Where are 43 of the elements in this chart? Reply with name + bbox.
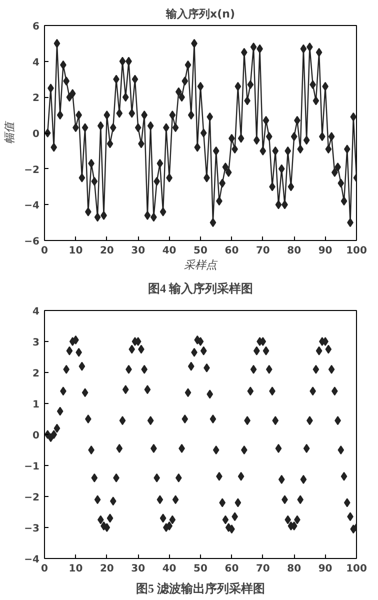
x-tick-label: 80 — [287, 246, 302, 256]
y-tick-label: 2 — [32, 93, 40, 104]
x-tick-label: 10 — [68, 564, 83, 574]
x-tick-label: 50 — [194, 246, 208, 256]
x-tick-label: 20 — [100, 246, 114, 256]
x-tick-label: 100 — [346, 564, 367, 574]
y-tick-label: −4 — [24, 200, 40, 212]
x-tick-label: 10 — [68, 246, 83, 256]
y-tick-label: 6 — [32, 22, 40, 32]
x-tick-label: 60 — [224, 246, 239, 256]
x-tick-label: 60 — [224, 564, 239, 574]
x-tick-label: 80 — [287, 564, 302, 574]
x-tick-label: 30 — [131, 246, 146, 256]
x-axis-title: 采样点 — [184, 258, 218, 272]
y-tick-label: 4 — [32, 306, 40, 318]
x-tick-label: 90 — [318, 246, 332, 256]
x-tick-label: 0 — [41, 564, 48, 574]
y-tick-label: 3 — [32, 338, 40, 348]
x-tick-label: 70 — [256, 246, 270, 256]
y-tick-label: −4 — [24, 554, 40, 566]
y-tick-label: 2 — [32, 368, 40, 380]
y-tick-label: 4 — [32, 57, 40, 68]
caption: 图5 滤波输出序列采样图 — [136, 582, 265, 596]
x-tick-label: 40 — [162, 564, 176, 574]
x-tick-label: 100 — [346, 246, 367, 256]
y-tick-label: −1 — [24, 462, 40, 472]
x-tick-label: 70 — [256, 564, 270, 574]
x-tick-label: 30 — [131, 564, 146, 574]
chart-title: 输入序列x(n) — [165, 8, 235, 20]
y-tick-label: 0 — [32, 430, 40, 442]
y-tick-label: −6 — [24, 236, 40, 248]
y-tick-label: −3 — [24, 524, 40, 534]
y-axis-title: 幅值 — [3, 120, 16, 144]
x-tick-label: 0 — [41, 246, 48, 256]
x-tick-label: 50 — [194, 564, 208, 574]
y-tick-label: 1 — [32, 400, 40, 410]
y-tick-label: −2 — [24, 492, 40, 504]
caption: 图4 输入序列采样图 — [148, 282, 253, 296]
x-tick-label: 40 — [162, 246, 176, 256]
x-tick-label: 90 — [318, 564, 332, 574]
y-tick-label: −2 — [24, 164, 40, 176]
x-tick-label: 20 — [100, 564, 114, 574]
y-tick-label: 0 — [32, 129, 40, 140]
